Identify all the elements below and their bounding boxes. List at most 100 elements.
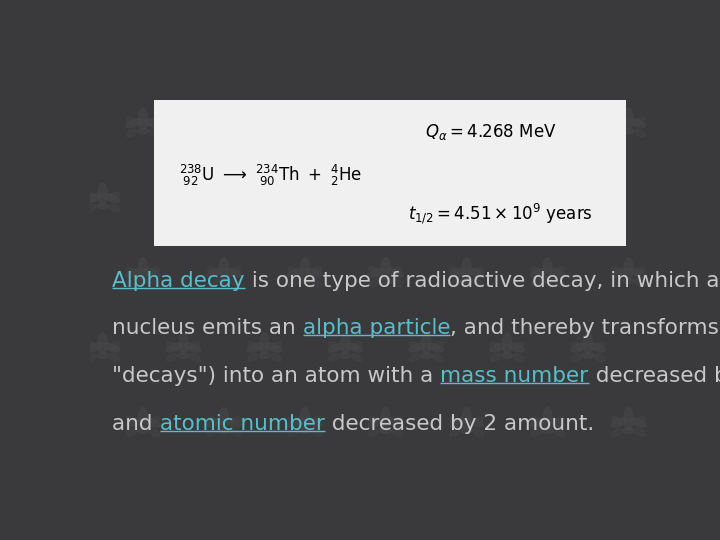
Text: decreased by 4: decreased by 4 — [588, 366, 720, 386]
Ellipse shape — [473, 267, 483, 275]
Ellipse shape — [462, 258, 471, 280]
Ellipse shape — [554, 491, 564, 499]
Ellipse shape — [265, 343, 282, 352]
Ellipse shape — [513, 43, 524, 50]
Ellipse shape — [502, 53, 513, 59]
Ellipse shape — [473, 279, 483, 287]
Ellipse shape — [623, 278, 634, 284]
Ellipse shape — [57, 428, 68, 433]
Ellipse shape — [542, 428, 553, 433]
FancyBboxPatch shape — [154, 100, 626, 246]
Ellipse shape — [248, 204, 258, 212]
Ellipse shape — [207, 418, 223, 427]
Ellipse shape — [126, 130, 137, 137]
Ellipse shape — [380, 428, 391, 433]
Ellipse shape — [420, 204, 431, 209]
Ellipse shape — [45, 418, 61, 427]
Ellipse shape — [86, 43, 96, 50]
Ellipse shape — [306, 268, 322, 277]
Ellipse shape — [63, 119, 79, 127]
Ellipse shape — [623, 503, 634, 508]
Ellipse shape — [462, 108, 471, 130]
Ellipse shape — [473, 491, 483, 499]
Ellipse shape — [126, 279, 137, 287]
Text: nucleus emits an: nucleus emits an — [112, 319, 303, 339]
Ellipse shape — [392, 429, 402, 436]
Ellipse shape — [571, 44, 587, 53]
Ellipse shape — [287, 119, 304, 127]
Ellipse shape — [149, 491, 160, 499]
Ellipse shape — [473, 504, 483, 511]
Ellipse shape — [490, 343, 506, 352]
Ellipse shape — [260, 33, 269, 55]
Ellipse shape — [346, 44, 363, 53]
Ellipse shape — [665, 33, 673, 55]
Ellipse shape — [328, 354, 339, 362]
Ellipse shape — [612, 130, 622, 137]
Ellipse shape — [462, 278, 472, 284]
Ellipse shape — [138, 482, 148, 504]
Ellipse shape — [287, 268, 304, 277]
Ellipse shape — [675, 43, 685, 50]
Ellipse shape — [369, 268, 385, 277]
Ellipse shape — [635, 491, 645, 499]
Ellipse shape — [473, 417, 483, 424]
Ellipse shape — [126, 267, 137, 275]
Ellipse shape — [612, 417, 622, 424]
Ellipse shape — [351, 43, 362, 50]
Ellipse shape — [207, 119, 223, 127]
Ellipse shape — [467, 493, 484, 502]
Ellipse shape — [531, 491, 541, 499]
Ellipse shape — [531, 279, 541, 287]
Ellipse shape — [675, 55, 685, 62]
Ellipse shape — [420, 53, 431, 59]
Ellipse shape — [554, 417, 564, 424]
Ellipse shape — [271, 204, 281, 212]
Ellipse shape — [68, 279, 78, 287]
Ellipse shape — [369, 279, 379, 287]
Ellipse shape — [595, 43, 605, 50]
Ellipse shape — [462, 129, 472, 134]
Ellipse shape — [230, 279, 240, 287]
Ellipse shape — [68, 429, 78, 436]
Ellipse shape — [571, 343, 587, 352]
Ellipse shape — [207, 279, 217, 287]
Ellipse shape — [652, 354, 662, 362]
Ellipse shape — [288, 130, 299, 137]
Ellipse shape — [300, 108, 310, 130]
Ellipse shape — [543, 108, 552, 130]
Ellipse shape — [179, 333, 188, 354]
Ellipse shape — [45, 279, 55, 287]
Ellipse shape — [340, 204, 351, 209]
Ellipse shape — [449, 268, 466, 277]
Ellipse shape — [381, 408, 390, 429]
Ellipse shape — [652, 342, 662, 349]
Ellipse shape — [542, 503, 553, 508]
Ellipse shape — [218, 428, 230, 433]
Ellipse shape — [351, 55, 362, 62]
Ellipse shape — [190, 43, 200, 50]
Ellipse shape — [220, 108, 228, 130]
Text: , and thereby transforms (or: , and thereby transforms (or — [451, 319, 720, 339]
Ellipse shape — [149, 130, 160, 137]
Ellipse shape — [86, 354, 96, 362]
Ellipse shape — [531, 493, 546, 502]
Ellipse shape — [63, 268, 79, 277]
Ellipse shape — [68, 117, 78, 125]
Ellipse shape — [220, 258, 228, 280]
Ellipse shape — [287, 493, 304, 502]
Ellipse shape — [109, 204, 120, 212]
Ellipse shape — [450, 117, 460, 125]
Ellipse shape — [207, 493, 223, 502]
Text: alpha particle: alpha particle — [303, 319, 451, 339]
Ellipse shape — [230, 267, 240, 275]
Ellipse shape — [369, 119, 385, 127]
Ellipse shape — [462, 428, 472, 433]
Ellipse shape — [68, 267, 78, 275]
Ellipse shape — [381, 108, 390, 130]
Ellipse shape — [259, 53, 270, 59]
Ellipse shape — [369, 418, 385, 427]
Ellipse shape — [109, 342, 120, 349]
Ellipse shape — [652, 343, 668, 352]
Ellipse shape — [207, 117, 217, 125]
